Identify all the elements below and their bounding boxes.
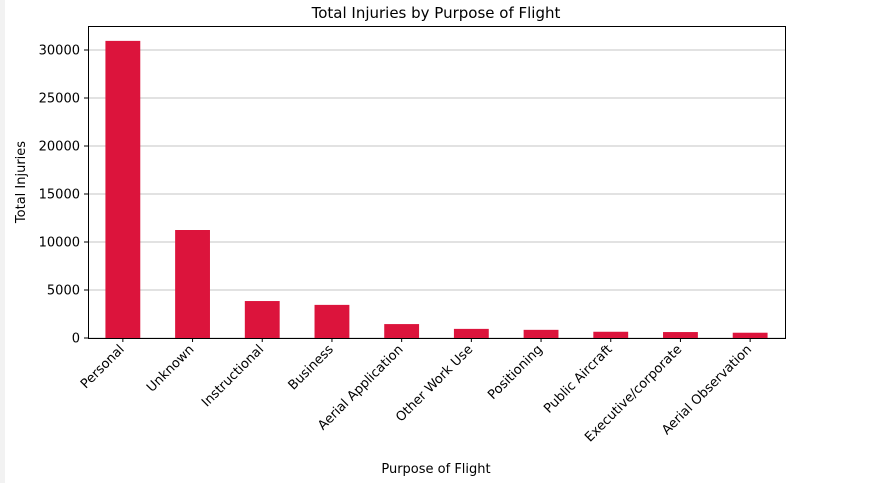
- bar: [384, 324, 420, 338]
- y-tick-label: 25000: [39, 92, 80, 107]
- x-tick-label: Public Aircraft: [541, 342, 615, 416]
- y-tick-label: 5000: [47, 284, 80, 299]
- y-tick-label: 0: [72, 332, 80, 347]
- y-tick-label: 30000: [39, 44, 80, 59]
- bar: [244, 301, 280, 338]
- bar: [732, 332, 768, 338]
- x-tick-label: Business: [286, 342, 337, 393]
- x-tick-label: Personal: [78, 342, 128, 392]
- x-tick-label: Unknown: [144, 342, 197, 395]
- y-tick-label: 15000: [39, 188, 80, 203]
- x-tick-label: Instructional: [199, 342, 267, 410]
- bar: [453, 328, 489, 338]
- x-tick-label: Positioning: [485, 342, 546, 403]
- window-edge: [0, 0, 5, 483]
- bar: [523, 329, 559, 338]
- bar: [105, 40, 141, 338]
- plot-frame: [88, 26, 786, 339]
- bar: [593, 331, 629, 338]
- chart-title: Total Injuries by Purpose of Flight: [311, 4, 561, 22]
- y-axis-label: Total Injuries: [14, 141, 29, 224]
- bar: [663, 332, 698, 338]
- x-tick-label: Other Work Use: [393, 342, 476, 425]
- y-tick-label: 10000: [39, 236, 80, 251]
- x-axis-ticks: Personal Unknown Instructional BusinessAeri…: [78, 338, 755, 445]
- bar: [175, 230, 210, 338]
- bars: [105, 40, 768, 338]
- y-axis-ticks: 0 5000 10000 15000 20000 25000 30000: [39, 44, 88, 347]
- y-tick-label: 20000: [39, 140, 80, 155]
- x-axis-label: Purpose of Flight: [381, 462, 490, 477]
- bar: [314, 304, 350, 338]
